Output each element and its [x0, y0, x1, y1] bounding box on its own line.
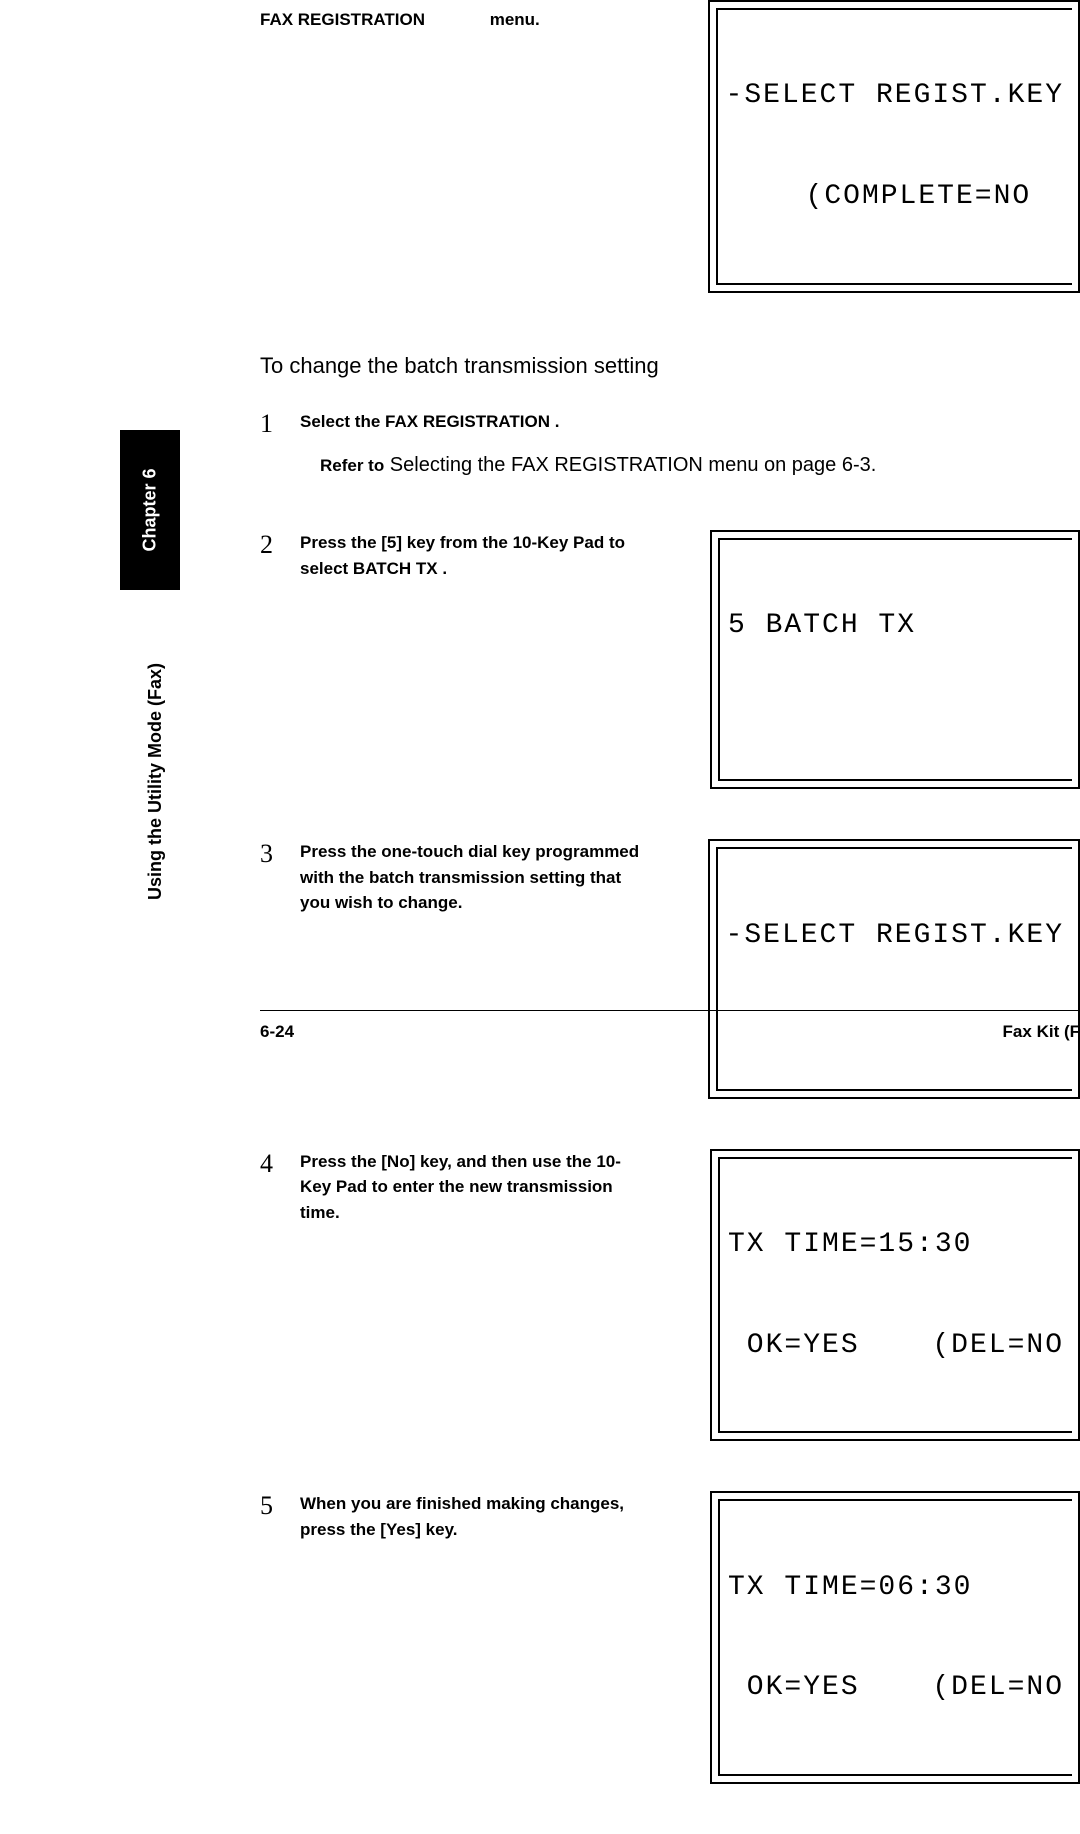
step-4-instr: Press the [No] key, and then use the 10-… [300, 1149, 640, 1226]
chapter-tab-label: Chapter 6 [140, 468, 161, 551]
step-1-num: 1 [260, 409, 300, 439]
header-text: FAX REGISTRATION menu. [260, 0, 540, 30]
chapter-tab: Chapter 6 [120, 430, 180, 590]
step-1-sub: Refer to Selecting the FAX REGISTRATION … [320, 450, 1060, 480]
step-2-num: 2 [260, 530, 300, 560]
footer-right: Fax Kit (F [1003, 1022, 1080, 1042]
lcd-inner-step5: TX TIME=06:30 OK=YES (DEL=NO [718, 1499, 1072, 1776]
step-4: 4 Press the [No] key, and then use the 1… [260, 1149, 1080, 1442]
header-title-plain: menu. [490, 10, 540, 29]
lcd-step5-line2: OK=YES (DEL=NO [728, 1671, 1064, 1705]
side-label: Using the Utility Mode (Fax) [145, 663, 166, 900]
lcd-display-step2: 5 BATCH TX [710, 530, 1080, 789]
lcd-step4-line1: TX TIME=15:30 [728, 1228, 1064, 1262]
step-2-instr: Press the [5] key from the 10-Key Pad to… [300, 530, 640, 581]
step-4-num: 4 [260, 1149, 300, 1179]
step-1-instr: Select the FAX REGISTRATION . [300, 409, 640, 435]
lcd-top-line2: (COMPLETE=NO [726, 180, 1064, 214]
lcd-step3-line1: -SELECT REGIST.KEY [726, 919, 1064, 953]
lcd-step4-del: (DEL=NO [932, 1329, 1064, 1363]
lcd-display-step4: TX TIME=15:30 OK=YES (DEL=NO [710, 1149, 1080, 1442]
lcd-step5-wrap: TX TIME=06:30 OK=YES (DEL=NO [710, 1491, 1080, 1784]
step-1-sub-plain: Selecting the FAX REGISTRATION menu on p… [390, 454, 877, 476]
step-3-num: 3 [260, 839, 300, 869]
lcd-step5-line1: TX TIME=06:30 [728, 1571, 1064, 1605]
lcd-inner-top: -SELECT REGIST.KEY (COMPLETE=NO [716, 8, 1072, 285]
step-5-body: When you are finished making changes, pr… [300, 1491, 710, 1542]
lcd-step4-ok: OK=YES [728, 1329, 860, 1363]
step-1-instr-bold: FAX REGISTRATION [385, 412, 550, 431]
lcd-step4-line2: OK=YES (DEL=NO [728, 1329, 1064, 1363]
lcd-display-step3: -SELECT REGIST.KEY [708, 839, 1080, 1098]
step-3: 3 Press the one-touch dial key programme… [260, 839, 1080, 1098]
lcd-inner-step3: -SELECT REGIST.KEY [716, 847, 1072, 1090]
step-1: 1 Select the FAX REGISTRATION . Refer to… [260, 409, 1080, 481]
step-3-instr: Press the one-touch dial key programmed … [300, 839, 640, 916]
lcd-top-wrap: -SELECT REGIST.KEY (COMPLETE=NO [708, 0, 1080, 293]
lcd-top-line1: -SELECT REGIST.KEY [726, 79, 1064, 113]
lcd-step5-del: (DEL=NO [932, 1671, 1064, 1705]
main-content: FAX REGISTRATION menu. -SELECT REGIST.KE… [260, 0, 1080, 1834]
step-4-body: Press the [No] key, and then use the 10-… [300, 1149, 710, 1226]
step-5: 5 When you are finished making changes, … [260, 1491, 1080, 1784]
step-1-instr-suffix: . [555, 412, 560, 431]
lcd-inner-step2: 5 BATCH TX [718, 538, 1072, 781]
step-3-body: Press the one-touch dial key programmed … [300, 839, 708, 916]
footer: 6-24 Fax Kit (F [260, 1022, 1080, 1042]
intro-text: To change the batch transmission setting [260, 353, 1080, 379]
lcd-step4-wrap: TX TIME=15:30 OK=YES (DEL=NO [710, 1149, 1080, 1442]
lcd-display-step5: TX TIME=06:30 OK=YES (DEL=NO [710, 1491, 1080, 1784]
lcd-step5-ok: OK=YES [728, 1671, 860, 1705]
header-title-bold: FAX REGISTRATION [260, 10, 425, 29]
lcd-display-top: -SELECT REGIST.KEY (COMPLETE=NO [708, 0, 1080, 293]
step-1-instr-prefix: Select the [300, 412, 385, 431]
step-1-body: Select the FAX REGISTRATION . Refer to S… [300, 409, 1080, 481]
footer-rule [260, 1010, 1080, 1011]
step-2-body: Press the [5] key from the 10-Key Pad to… [300, 530, 710, 581]
lcd-step2-wrap: 5 BATCH TX [710, 530, 1080, 789]
step-1-sub-bold: Refer to [320, 456, 384, 475]
footer-page: 6-24 [260, 1022, 294, 1042]
lcd-step2-line1: 5 BATCH TX [728, 609, 1064, 643]
lcd-step3-wrap: -SELECT REGIST.KEY [708, 839, 1080, 1098]
step-5-instr: When you are finished making changes, pr… [300, 1491, 640, 1542]
step-2: 2 Press the [5] key from the 10-Key Pad … [260, 530, 1080, 789]
lcd-inner-step4: TX TIME=15:30 OK=YES (DEL=NO [718, 1157, 1072, 1434]
step-5-num: 5 [260, 1491, 300, 1521]
header-row: FAX REGISTRATION menu. -SELECT REGIST.KE… [260, 0, 1080, 293]
